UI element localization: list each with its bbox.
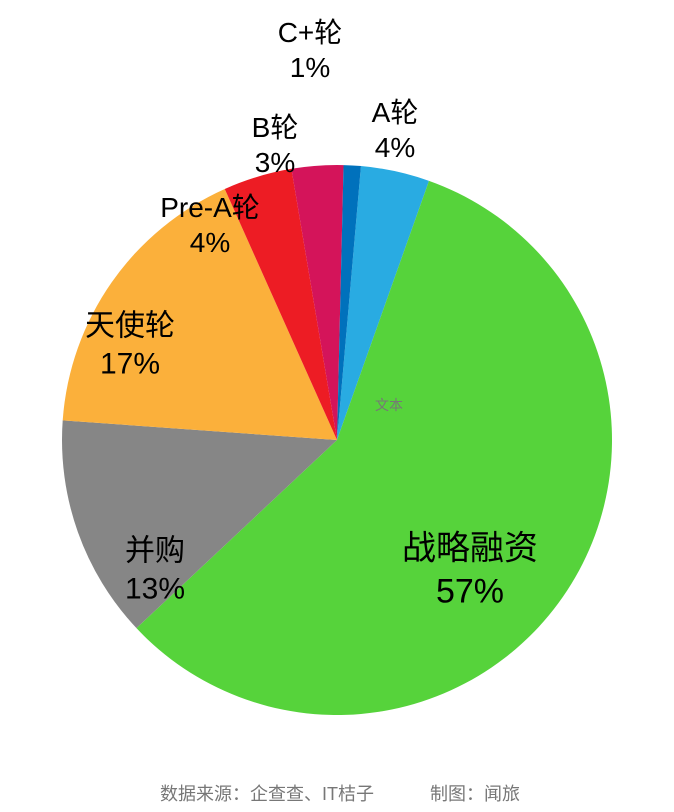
pie-slice-pct: 3% (252, 145, 299, 180)
pie-chart-svg (0, 0, 674, 812)
caption-source: 数据来源：企查查、IT桔子 (160, 780, 374, 806)
pie-slice-pct: 4% (372, 130, 419, 165)
pie-slice-label: C+轮1% (278, 15, 343, 85)
pie-slice-label: 天使轮17% (85, 308, 175, 383)
pie-chart: A轮4%战略融资57%并购13%天使轮17%Pre-A轮4%B轮3%C+轮1% … (0, 0, 674, 812)
pie-slice-label: B轮3% (252, 110, 299, 180)
pie-slice-label: A轮4% (372, 95, 419, 165)
pie-slice-name: Pre-A轮 (160, 190, 260, 225)
pie-slice-name: B轮 (252, 110, 299, 145)
pie-slice-pct: 4% (160, 225, 260, 260)
center-watermark-text: 文本 (375, 395, 403, 415)
pie-slice-label: 并购13% (125, 533, 185, 608)
pie-slice-name: 天使轮 (85, 308, 175, 346)
pie-slice-label: Pre-A轮4% (160, 190, 260, 260)
pie-slice-pct: 57% (402, 570, 538, 613)
caption-credit: 制图：闻旅 (430, 780, 520, 806)
pie-slice-pct: 13% (125, 570, 185, 608)
pie-slice-pct: 1% (278, 50, 343, 85)
pie-slice-name: A轮 (372, 95, 419, 130)
pie-slice-label: 战略融资57% (402, 528, 538, 613)
pie-slice-pct: 17% (85, 345, 175, 383)
pie-slice-name: 并购 (125, 533, 185, 571)
pie-slice-name: C+轮 (278, 15, 343, 50)
pie-slice-name: 战略融资 (402, 528, 538, 571)
